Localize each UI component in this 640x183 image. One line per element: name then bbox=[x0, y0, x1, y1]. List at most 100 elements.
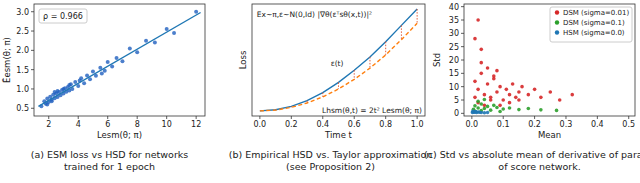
point bbox=[479, 102, 483, 106]
point bbox=[120, 59, 124, 63]
plot-area bbox=[471, 18, 574, 114]
panel: 246810120.51.01.52.02.53.0Lesm(θ; π)Ẽesm… bbox=[2, 4, 205, 172]
point bbox=[106, 60, 110, 64]
y-tick bbox=[31, 69, 34, 70]
y-axis-label: Std bbox=[432, 53, 442, 67]
point bbox=[511, 82, 515, 86]
x-tick-label: 0.6 bbox=[348, 120, 361, 129]
x-tick bbox=[597, 116, 598, 119]
y-tick-label: 0 bbox=[454, 109, 459, 118]
x-tick bbox=[354, 116, 355, 119]
point bbox=[495, 106, 499, 110]
legend-box bbox=[550, 7, 632, 42]
x-tick bbox=[48, 116, 49, 119]
x-tick-label: 8 bbox=[135, 120, 140, 129]
point bbox=[501, 98, 505, 102]
y-tick-label: 35 bbox=[449, 16, 459, 25]
point bbox=[476, 88, 480, 92]
line bbox=[260, 9, 417, 111]
legend-marker bbox=[555, 10, 559, 14]
x-tick-label: 0.2 bbox=[528, 120, 541, 129]
y-tick bbox=[31, 31, 34, 32]
y-tick bbox=[31, 88, 34, 89]
point bbox=[527, 107, 531, 111]
point bbox=[486, 66, 490, 70]
point bbox=[172, 31, 176, 35]
gap-marker bbox=[369, 57, 370, 68]
point bbox=[82, 81, 86, 85]
point bbox=[517, 90, 521, 94]
panel: 0.00.10.20.30.40.50510152025303540MeanSt… bbox=[424, 3, 640, 172]
point bbox=[514, 96, 518, 100]
point bbox=[135, 50, 139, 54]
point bbox=[479, 61, 483, 65]
legend-marker bbox=[555, 20, 559, 24]
point bbox=[53, 90, 57, 94]
gap-marker bbox=[354, 70, 355, 79]
caption: (see Proposition 2) bbox=[286, 161, 375, 172]
annotation: ρ = 0.966 bbox=[43, 12, 83, 21]
x-tick-label: 0.8 bbox=[379, 120, 392, 129]
point bbox=[194, 10, 198, 14]
point bbox=[476, 18, 480, 22]
x-tick bbox=[417, 116, 418, 119]
gap-marker bbox=[417, 9, 418, 23]
legend: DSM (sigma=0.01)DSM (sigma=0.1)HSM (sigm… bbox=[550, 7, 632, 42]
gap-marker bbox=[322, 93, 323, 97]
x-tick-label: 0.0 bbox=[253, 120, 266, 129]
x-tick-label: 0.4 bbox=[316, 120, 329, 129]
gap-marker bbox=[275, 109, 276, 110]
annotation: Ex∼π,ε∼N(0,Id) |∇θ(εᵀsθ(x,t))|² bbox=[257, 10, 372, 19]
frame bbox=[464, 4, 635, 116]
x-tick-label: 0.2 bbox=[285, 120, 298, 129]
x-tick bbox=[628, 116, 629, 119]
x-axis-label: Time t bbox=[324, 130, 353, 140]
point bbox=[479, 111, 483, 115]
point bbox=[100, 72, 104, 76]
y-tick bbox=[461, 73, 464, 74]
x-tick-label: 10 bbox=[162, 120, 172, 129]
point bbox=[474, 110, 478, 114]
x-tick-label: 1.0 bbox=[411, 120, 424, 129]
point bbox=[483, 111, 487, 115]
x-tick bbox=[385, 116, 386, 119]
point bbox=[505, 88, 509, 92]
frame bbox=[252, 4, 425, 116]
point bbox=[533, 88, 537, 92]
legend-label: DSM (sigma=0.01) bbox=[563, 9, 629, 17]
x-tick bbox=[322, 116, 323, 119]
y-tick-label: 0.5 bbox=[16, 104, 29, 113]
x-tick-label: 0.0 bbox=[465, 120, 478, 129]
y-tick bbox=[461, 33, 464, 34]
x-tick bbox=[503, 116, 504, 119]
line bbox=[38, 13, 200, 107]
annotation: Lhsm(θ,t) = 2t² Lesm(θ; π) bbox=[322, 106, 422, 115]
x-tick bbox=[259, 116, 260, 119]
y-axis-label: Loss bbox=[238, 50, 248, 69]
x-tick-label: 0.4 bbox=[591, 120, 604, 129]
point bbox=[473, 96, 477, 100]
x-axis-label: Lesm(θ; π) bbox=[97, 130, 142, 140]
y-tick bbox=[461, 6, 464, 7]
point bbox=[495, 69, 499, 73]
y-tick bbox=[461, 113, 464, 114]
y-tick-label: 5 bbox=[454, 96, 459, 105]
point bbox=[473, 80, 477, 84]
point bbox=[492, 104, 496, 108]
point bbox=[495, 90, 499, 94]
point bbox=[486, 111, 490, 115]
frame bbox=[34, 4, 205, 116]
x-tick bbox=[166, 116, 167, 119]
y-tick-label: 40 bbox=[449, 3, 459, 12]
x-tick bbox=[471, 116, 472, 119]
x-tick bbox=[565, 116, 566, 119]
y-tick-label: 25 bbox=[449, 43, 459, 52]
plot-area bbox=[38, 10, 200, 109]
point bbox=[498, 85, 502, 89]
plot-area bbox=[260, 9, 417, 111]
y-tick-label: 10 bbox=[449, 83, 459, 92]
point bbox=[115, 56, 119, 60]
legend-marker bbox=[555, 30, 559, 34]
x-tick bbox=[534, 116, 535, 119]
point bbox=[473, 37, 477, 41]
